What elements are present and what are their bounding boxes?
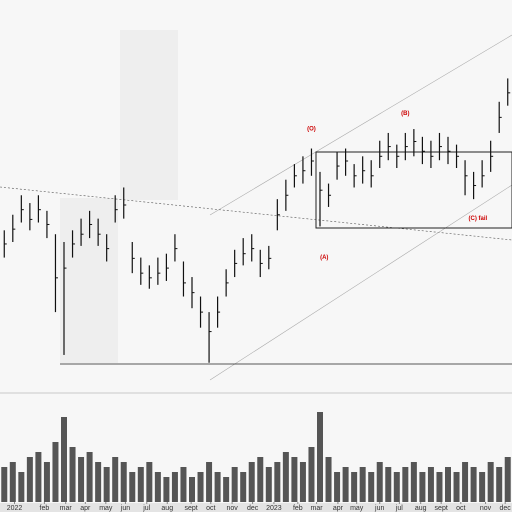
volume-bar xyxy=(206,462,213,502)
x-tick-label: apr xyxy=(80,505,91,512)
x-tick-label: sept xyxy=(185,505,198,512)
volume-bar xyxy=(496,467,503,502)
volume-bar xyxy=(197,472,204,502)
volume-bar xyxy=(86,452,93,502)
volume-bar xyxy=(291,457,298,502)
x-tick-label: 2023 xyxy=(266,505,282,512)
x-tick-label: mar xyxy=(60,505,73,512)
volume-bar xyxy=(163,477,170,502)
volume-bar xyxy=(26,457,33,502)
volume-bar xyxy=(385,467,392,502)
volume-bar xyxy=(359,467,366,502)
volume-bar xyxy=(61,417,67,502)
volume-bar xyxy=(35,452,42,502)
volume-bar xyxy=(419,472,426,502)
x-tick-label: may xyxy=(350,505,364,512)
volume-bar xyxy=(479,472,486,502)
volume-bar xyxy=(334,472,341,502)
x-tick-label: jun xyxy=(374,505,384,512)
channel-line xyxy=(209,184,512,381)
x-tick-label: 2022 xyxy=(7,505,23,512)
volume-bar xyxy=(18,472,25,502)
annotation: (C) fail xyxy=(469,216,488,222)
volume-bar xyxy=(402,467,409,502)
annotation: (O) xyxy=(307,127,316,133)
volume-bar xyxy=(445,467,451,502)
volume-bar xyxy=(112,457,119,502)
x-tick-label: feb xyxy=(40,505,50,512)
volume-bar xyxy=(43,462,50,502)
volume-bar xyxy=(240,472,247,502)
volume-bar xyxy=(351,472,358,502)
volume-bar xyxy=(9,462,16,502)
volume-bar xyxy=(274,462,281,502)
x-tick-label: dec xyxy=(500,505,512,512)
volume-bar xyxy=(325,457,332,502)
x-tick-label: oct xyxy=(206,505,215,512)
volume-bar xyxy=(317,412,323,502)
volume-bar xyxy=(504,457,511,502)
x-tick-label: dec xyxy=(247,505,259,512)
volume-bar xyxy=(282,452,289,502)
volume-bar xyxy=(487,462,494,502)
annotation: (A) xyxy=(320,255,328,261)
volume-bar xyxy=(410,462,417,502)
volume-bar xyxy=(376,462,383,502)
x-tick-label: jul xyxy=(395,505,403,512)
volume-bar xyxy=(137,467,144,502)
volume-bar xyxy=(69,447,76,502)
volume-bar xyxy=(231,467,238,502)
x-tick-label: aug xyxy=(161,505,173,512)
x-tick-label: oct xyxy=(456,505,465,512)
volume-bar xyxy=(189,477,195,502)
volume-bar xyxy=(342,467,349,502)
volume-bar xyxy=(393,472,400,502)
volume-bar xyxy=(52,442,59,502)
volume-bar xyxy=(180,467,187,502)
x-tick-label: mar xyxy=(311,505,324,512)
volume-bar xyxy=(120,462,127,502)
volume-bar xyxy=(154,472,161,502)
x-tick-label: nov xyxy=(480,505,492,512)
trendline xyxy=(0,186,512,241)
volume-bar xyxy=(462,462,469,502)
volume-bar xyxy=(103,467,110,502)
x-tick-label: aug xyxy=(415,505,427,512)
x-tick-label: nov xyxy=(226,505,238,512)
volume-bar xyxy=(248,462,255,502)
annotation: (B) xyxy=(401,111,409,117)
volume-bar xyxy=(78,457,85,502)
x-tick-label: apr xyxy=(333,505,344,512)
shaded-region xyxy=(120,30,178,200)
volume-bar xyxy=(257,457,264,502)
volume-bar xyxy=(146,462,153,502)
volume-bar xyxy=(223,477,230,502)
volume-bar xyxy=(1,467,8,502)
volume-bar xyxy=(470,467,477,502)
x-tick-label: jul xyxy=(142,505,150,512)
volume-bar xyxy=(427,467,434,502)
volume-bar xyxy=(436,472,443,502)
x-tick-label: jun xyxy=(120,505,130,512)
volume-bar xyxy=(171,472,178,502)
volume-bar xyxy=(265,467,272,502)
x-tick-label: may xyxy=(99,505,113,512)
volume-bar xyxy=(368,472,375,502)
x-tick-label: sept xyxy=(435,505,448,512)
channel-line xyxy=(209,34,512,216)
volume-bar xyxy=(95,462,102,502)
volume-bar xyxy=(299,462,306,502)
volume-bar xyxy=(453,472,460,502)
x-tick-label: feb xyxy=(293,505,303,512)
volume-bar xyxy=(129,472,136,502)
volume-bar xyxy=(214,472,221,502)
x-axis-band xyxy=(0,503,512,512)
volume-bar xyxy=(308,447,315,502)
